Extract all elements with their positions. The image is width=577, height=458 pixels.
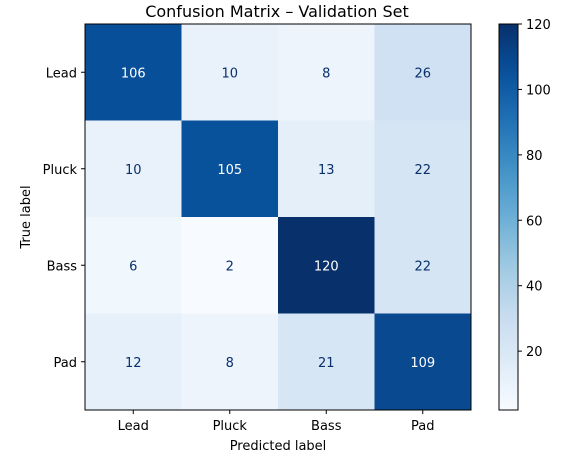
cell-value-label-0-0: 106 <box>121 66 146 81</box>
heatmap-cell-1-2 <box>278 120 375 218</box>
cell-value-label-2-2: 120 <box>314 259 339 274</box>
heatmap-cell-0-1 <box>181 24 279 121</box>
heatmap-cell-0-2 <box>278 24 375 121</box>
heatmap-cell-1-1 <box>181 120 279 218</box>
cell-value-label-3-3: 109 <box>410 356 435 371</box>
heatmap-cell-0-0 <box>85 24 182 121</box>
x-tick-label: Lead <box>118 419 149 434</box>
heatmap-cell-2-1 <box>181 217 279 314</box>
cell-value-label-3-0: 12 <box>125 356 142 371</box>
y-tick-label: Pluck <box>43 163 78 178</box>
colorbar-tick-label: 40 <box>526 280 543 295</box>
cell-value-label-2-3: 22 <box>414 259 431 274</box>
heatmap-cell-1-0 <box>85 120 182 218</box>
colorbar-tick-label: 60 <box>526 214 543 229</box>
cell-value-label-1-1: 105 <box>217 163 242 178</box>
chart-title: Confusion Matrix – Validation Set <box>145 2 409 21</box>
cell-value-label-1-2: 13 <box>318 163 335 178</box>
y-axis-ticks: Lead Pluck Bass Pad <box>43 66 85 371</box>
cell-value-label-0-3: 26 <box>414 66 431 81</box>
x-axis-ticks: Lead Pluck Bass Pad <box>118 410 434 434</box>
y-tick-label: Lead <box>46 66 77 81</box>
y-tick-label: Bass <box>47 259 78 274</box>
x-tick-label: Bass <box>311 419 342 434</box>
cell-value-label-1-0: 10 <box>125 163 142 178</box>
colorbar-tick-label: 80 <box>526 149 543 164</box>
colorbar <box>498 23 519 411</box>
heatmap-cell-labels: 106 10 8 26 10 105 13 22 6 2 120 22 12 8 21 109 <box>121 66 435 371</box>
heatmap-cell-2-0 <box>85 217 182 314</box>
cell-value-label-0-1: 10 <box>221 66 238 81</box>
cell-value-label-2-1: 2 <box>226 259 234 274</box>
x-axis-label: Predicted label <box>230 439 327 454</box>
colorbar-tick-label: 120 <box>526 18 551 33</box>
heatmap-cell-2-3 <box>374 217 472 314</box>
heatmap-cell-3-3 <box>374 313 472 411</box>
heatmap-cells <box>85 24 472 411</box>
cell-value-label-3-2: 21 <box>318 356 335 371</box>
cell-value-label-0-2: 8 <box>322 66 330 81</box>
colorbar-tick-label: 100 <box>526 83 551 98</box>
heatmap-frame <box>84 23 472 411</box>
y-tick-label: Pad <box>54 356 77 371</box>
cell-value-label-2-0: 6 <box>129 259 137 274</box>
x-tick-label: Pad <box>411 419 434 434</box>
heatmap-cell-3-0 <box>85 313 182 411</box>
heatmap-cell-0-3 <box>374 24 472 121</box>
colorbar-tick-label: 20 <box>526 345 543 360</box>
heatmap-cell-3-1 <box>181 313 279 411</box>
heatmap-cell-2-2 <box>278 217 375 314</box>
cell-value-label-1-3: 22 <box>414 163 431 178</box>
y-axis-label: True label <box>19 185 34 249</box>
heatmap-cell-1-3 <box>374 120 472 218</box>
heatmap-cell-3-2 <box>278 313 375 411</box>
cell-value-label-3-1: 8 <box>226 356 234 371</box>
colorbar-ticks: 20 40 60 80 100 120 <box>518 18 551 360</box>
x-tick-label: Pluck <box>213 419 248 434</box>
